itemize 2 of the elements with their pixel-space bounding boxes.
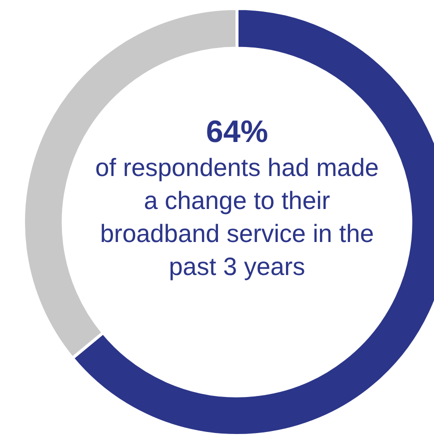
text: 64%: [204, 113, 270, 151]
text: of respondents had made a change to their broadband service in the past 3 years: [94, 153, 380, 283]
